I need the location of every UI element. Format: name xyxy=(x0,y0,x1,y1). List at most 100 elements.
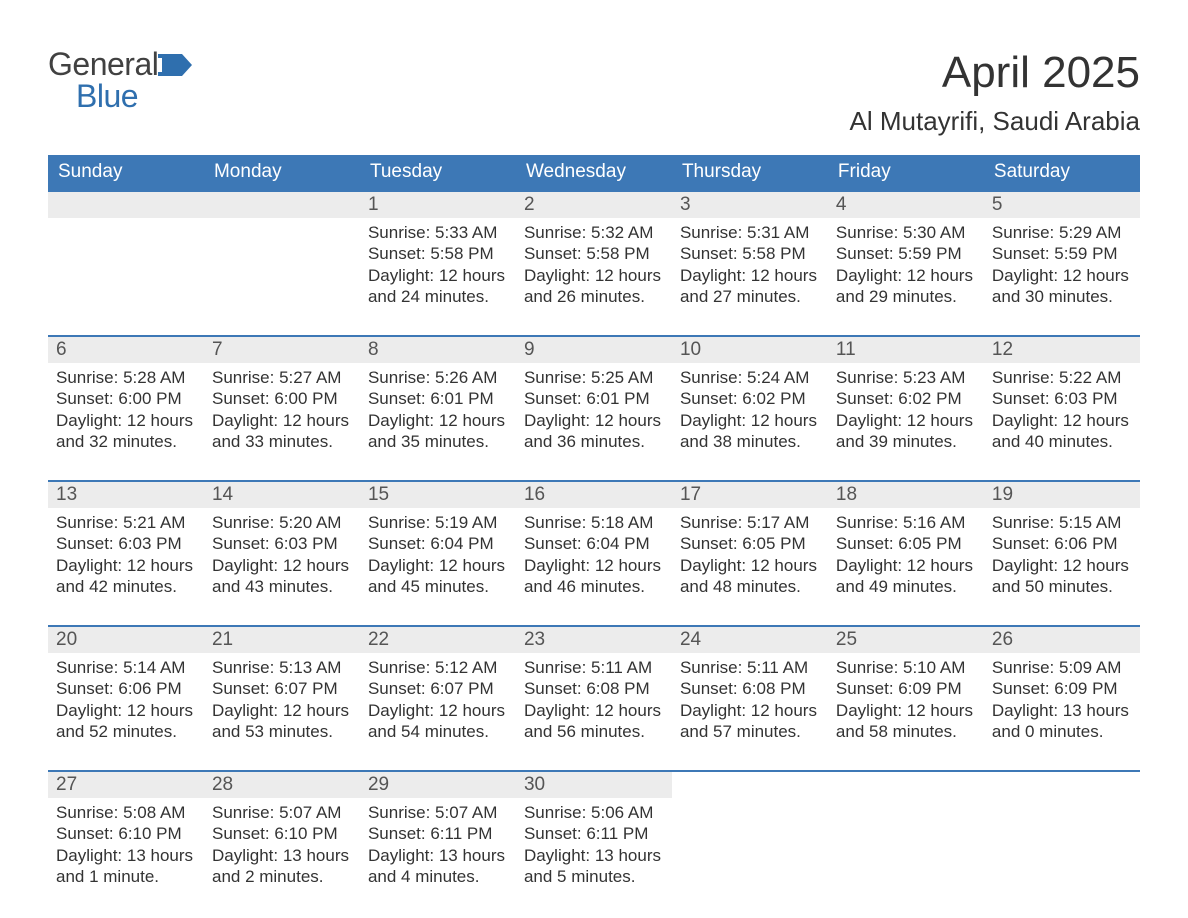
day-line-sr: Sunrise: 5:07 AM xyxy=(368,802,508,823)
day-line-ss: Sunset: 6:07 PM xyxy=(368,678,508,699)
calendar-week: 6789101112Sunrise: 5:28 AMSunset: 6:00 P… xyxy=(48,335,1140,480)
day-line-ss: Sunset: 6:07 PM xyxy=(212,678,352,699)
day-number: 25 xyxy=(828,627,984,653)
day-line-d2: and 26 minutes. xyxy=(524,286,664,307)
day-body: Sunrise: 5:11 AMSunset: 6:08 PMDaylight:… xyxy=(672,653,828,770)
logo-text-block: General Blue xyxy=(48,48,158,112)
day-number: 19 xyxy=(984,482,1140,508)
day-number: 12 xyxy=(984,337,1140,363)
day-body xyxy=(984,798,1140,915)
day-body xyxy=(204,218,360,335)
day-number: 3 xyxy=(672,192,828,218)
daybody-row: Sunrise: 5:21 AMSunset: 6:03 PMDaylight:… xyxy=(48,508,1140,625)
day-number: 27 xyxy=(48,772,204,798)
day-line-d2: and 49 minutes. xyxy=(836,576,976,597)
day-body: Sunrise: 5:33 AMSunset: 5:58 PMDaylight:… xyxy=(360,218,516,335)
day-line-sr: Sunrise: 5:28 AM xyxy=(56,367,196,388)
day-line-sr: Sunrise: 5:24 AM xyxy=(680,367,820,388)
day-number: 9 xyxy=(516,337,672,363)
month-title: April 2025 xyxy=(850,48,1140,98)
day-line-sr: Sunrise: 5:07 AM xyxy=(212,802,352,823)
day-line-sr: Sunrise: 5:29 AM xyxy=(992,222,1132,243)
day-line-ss: Sunset: 6:08 PM xyxy=(680,678,820,699)
day-body: Sunrise: 5:25 AMSunset: 6:01 PMDaylight:… xyxy=(516,363,672,480)
weekday-header: Tuesday xyxy=(360,155,516,190)
day-line-d1: Daylight: 12 hours xyxy=(524,700,664,721)
day-line-d2: and 29 minutes. xyxy=(836,286,976,307)
day-number: 2 xyxy=(516,192,672,218)
day-number: 11 xyxy=(828,337,984,363)
day-body: Sunrise: 5:21 AMSunset: 6:03 PMDaylight:… xyxy=(48,508,204,625)
day-line-sr: Sunrise: 5:26 AM xyxy=(368,367,508,388)
day-line-sr: Sunrise: 5:31 AM xyxy=(680,222,820,243)
day-body: Sunrise: 5:16 AMSunset: 6:05 PMDaylight:… xyxy=(828,508,984,625)
day-line-d2: and 53 minutes. xyxy=(212,721,352,742)
day-line-d1: Daylight: 12 hours xyxy=(680,265,820,286)
calendar-week: 12345Sunrise: 5:33 AMSunset: 5:58 PMDayl… xyxy=(48,190,1140,335)
day-line-ss: Sunset: 6:01 PM xyxy=(524,388,664,409)
weekday-header: Sunday xyxy=(48,155,204,190)
day-line-d1: Daylight: 12 hours xyxy=(212,410,352,431)
day-line-d1: Daylight: 13 hours xyxy=(368,845,508,866)
day-body: Sunrise: 5:29 AMSunset: 5:59 PMDaylight:… xyxy=(984,218,1140,335)
day-line-d2: and 27 minutes. xyxy=(680,286,820,307)
day-line-sr: Sunrise: 5:11 AM xyxy=(680,657,820,678)
day-line-d2: and 33 minutes. xyxy=(212,431,352,452)
day-number: 30 xyxy=(516,772,672,798)
day-body: Sunrise: 5:10 AMSunset: 6:09 PMDaylight:… xyxy=(828,653,984,770)
day-line-sr: Sunrise: 5:30 AM xyxy=(836,222,976,243)
day-line-sr: Sunrise: 5:10 AM xyxy=(836,657,976,678)
day-line-ss: Sunset: 6:03 PM xyxy=(56,533,196,554)
day-line-ss: Sunset: 6:02 PM xyxy=(836,388,976,409)
day-line-d1: Daylight: 12 hours xyxy=(524,555,664,576)
day-number: 20 xyxy=(48,627,204,653)
day-line-d1: Daylight: 12 hours xyxy=(524,410,664,431)
day-number: 24 xyxy=(672,627,828,653)
day-line-ss: Sunset: 6:04 PM xyxy=(524,533,664,554)
day-line-sr: Sunrise: 5:15 AM xyxy=(992,512,1132,533)
day-number: 17 xyxy=(672,482,828,508)
daynum-row: 12345 xyxy=(48,192,1140,218)
day-line-d2: and 57 minutes. xyxy=(680,721,820,742)
day-line-d1: Daylight: 12 hours xyxy=(368,410,508,431)
day-body xyxy=(672,798,828,915)
day-number: 22 xyxy=(360,627,516,653)
weekday-header: Wednesday xyxy=(516,155,672,190)
day-body: Sunrise: 5:26 AMSunset: 6:01 PMDaylight:… xyxy=(360,363,516,480)
daybody-row: Sunrise: 5:33 AMSunset: 5:58 PMDaylight:… xyxy=(48,218,1140,335)
day-line-d2: and 56 minutes. xyxy=(524,721,664,742)
day-line-d2: and 35 minutes. xyxy=(368,431,508,452)
daynum-row: 27282930 xyxy=(48,772,1140,798)
day-line-sr: Sunrise: 5:18 AM xyxy=(524,512,664,533)
day-line-d2: and 46 minutes. xyxy=(524,576,664,597)
day-line-d1: Daylight: 12 hours xyxy=(212,700,352,721)
day-line-ss: Sunset: 6:09 PM xyxy=(836,678,976,699)
day-line-ss: Sunset: 6:00 PM xyxy=(212,388,352,409)
day-line-ss: Sunset: 5:59 PM xyxy=(836,243,976,264)
day-line-sr: Sunrise: 5:23 AM xyxy=(836,367,976,388)
day-number xyxy=(828,772,984,798)
day-line-d2: and 58 minutes. xyxy=(836,721,976,742)
day-line-sr: Sunrise: 5:22 AM xyxy=(992,367,1132,388)
day-body: Sunrise: 5:06 AMSunset: 6:11 PMDaylight:… xyxy=(516,798,672,915)
day-number xyxy=(204,192,360,218)
day-line-ss: Sunset: 6:02 PM xyxy=(680,388,820,409)
daybody-row: Sunrise: 5:14 AMSunset: 6:06 PMDaylight:… xyxy=(48,653,1140,770)
day-line-d1: Daylight: 12 hours xyxy=(56,410,196,431)
day-body: Sunrise: 5:14 AMSunset: 6:06 PMDaylight:… xyxy=(48,653,204,770)
day-number: 14 xyxy=(204,482,360,508)
title-block: April 2025 Al Mutayrifi, Saudi Arabia xyxy=(850,48,1140,137)
day-line-d1: Daylight: 13 hours xyxy=(212,845,352,866)
day-body: Sunrise: 5:15 AMSunset: 6:06 PMDaylight:… xyxy=(984,508,1140,625)
day-line-ss: Sunset: 6:06 PM xyxy=(56,678,196,699)
day-line-ss: Sunset: 5:59 PM xyxy=(992,243,1132,264)
day-line-sr: Sunrise: 5:06 AM xyxy=(524,802,664,823)
day-body: Sunrise: 5:27 AMSunset: 6:00 PMDaylight:… xyxy=(204,363,360,480)
day-line-d2: and 45 minutes. xyxy=(368,576,508,597)
day-line-sr: Sunrise: 5:25 AM xyxy=(524,367,664,388)
calendar-grid: SundayMondayTuesdayWednesdayThursdayFrid… xyxy=(48,155,1140,915)
daynum-row: 20212223242526 xyxy=(48,627,1140,653)
day-number: 5 xyxy=(984,192,1140,218)
weekday-header: Saturday xyxy=(984,155,1140,190)
day-line-d2: and 40 minutes. xyxy=(992,431,1132,452)
